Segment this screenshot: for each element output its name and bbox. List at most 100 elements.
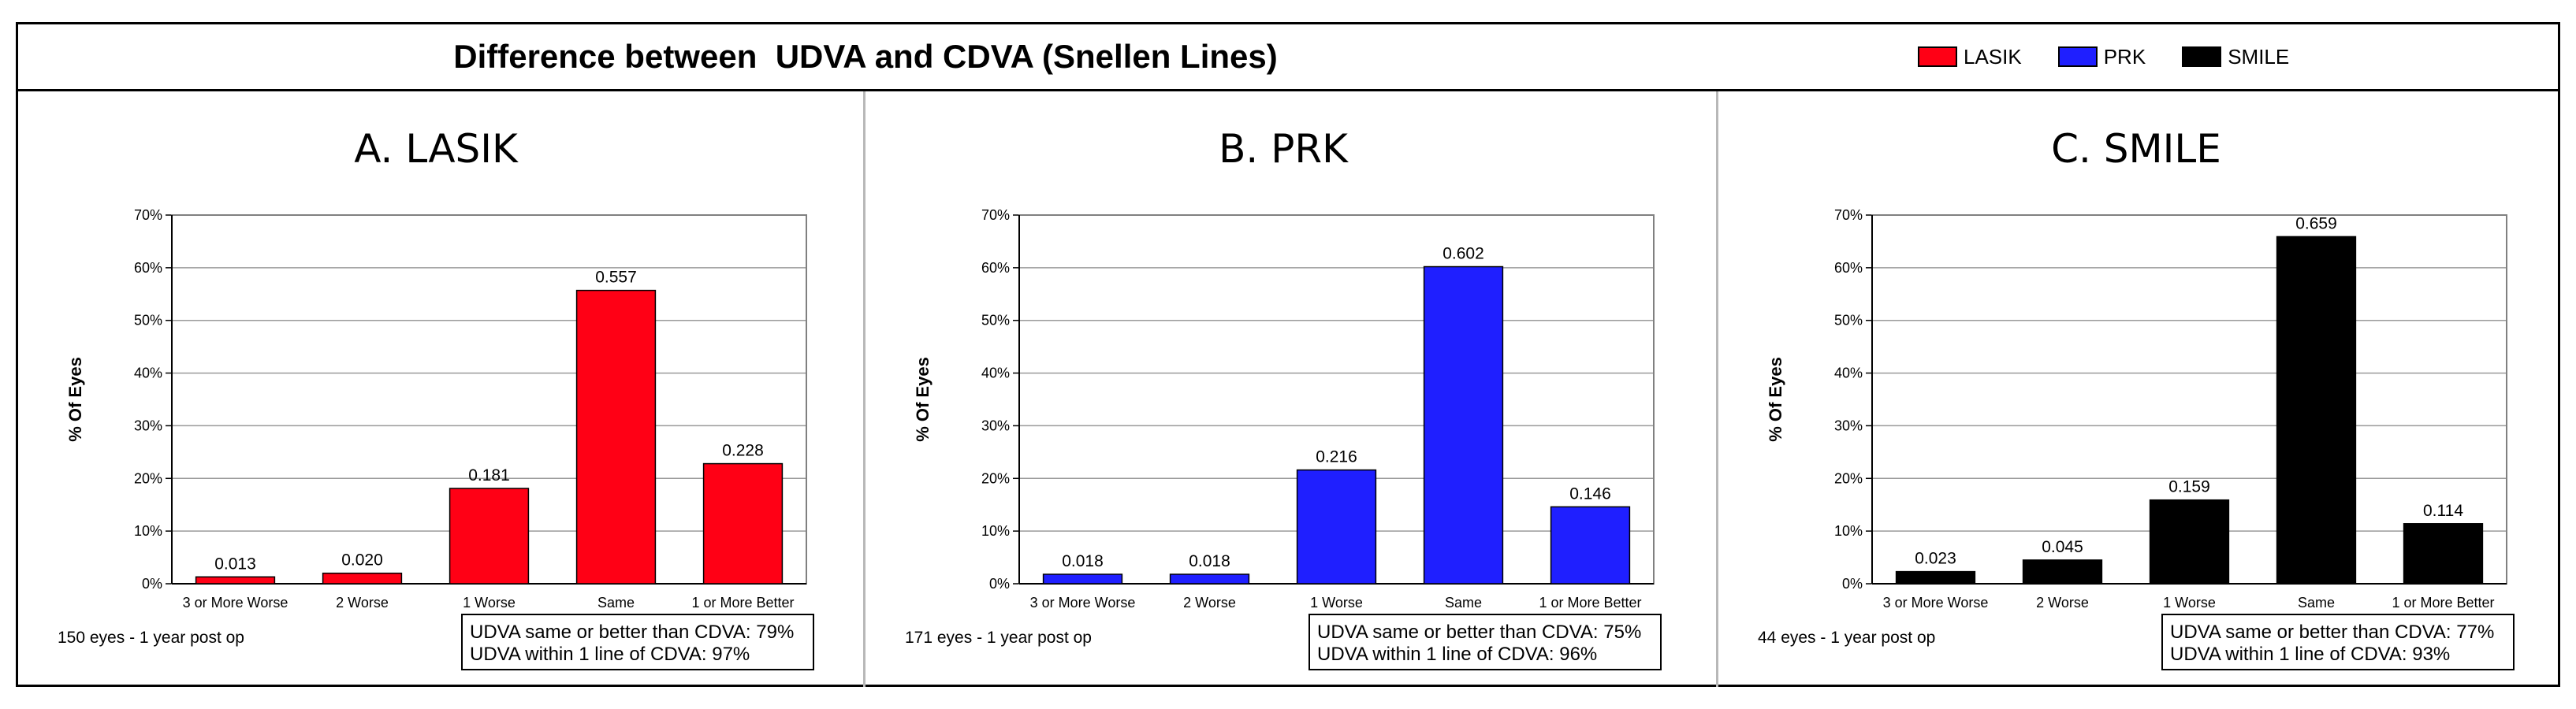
y-tick-label: 20% bbox=[134, 470, 162, 486]
sample-size-note: 150 eyes - 1 year post op bbox=[58, 629, 244, 647]
panel-title: B. PRK bbox=[1219, 126, 1349, 172]
x-tick-label: 1 or More Better bbox=[691, 595, 794, 611]
x-tick-label: 3 or More Worse bbox=[183, 595, 288, 611]
y-tick-label: 50% bbox=[1834, 313, 1863, 329]
bar-value-label: 0.228 bbox=[722, 442, 764, 460]
y-tick-label: 70% bbox=[134, 207, 162, 223]
y-tick-label: 10% bbox=[1834, 523, 1863, 539]
x-tick-label: 1 Worse bbox=[2163, 595, 2216, 611]
bar bbox=[1296, 469, 1377, 585]
x-tick-label: 2 Worse bbox=[1183, 595, 1236, 611]
sample-size-note: 171 eyes - 1 year post op bbox=[905, 629, 1092, 647]
x-tick-label: 2 Worse bbox=[336, 595, 389, 611]
chart-panels: A. LASIK 0% 10% 20% 30% 40% 50% 60% 70% 0.013 3 or… bbox=[18, 91, 2558, 687]
y-tick-label: 0% bbox=[989, 576, 1010, 592]
bar-value-label: 0.023 bbox=[1915, 550, 1956, 568]
y-tick-label: 60% bbox=[134, 260, 162, 276]
figure-title: Difference between UDVA and CDVA (Snelle… bbox=[453, 38, 1278, 75]
bar bbox=[702, 462, 784, 585]
stat-same-or-better: UDVA same or better than CDVA: 75% bbox=[1317, 622, 1641, 643]
bar bbox=[1169, 574, 1250, 585]
stat-within-one-line: UDVA within 1 line of CDVA: 93% bbox=[2170, 644, 2450, 665]
stats-box bbox=[1308, 614, 1662, 670]
bar-value-label: 0.018 bbox=[1189, 552, 1230, 570]
y-tick-label: 30% bbox=[1834, 418, 1863, 433]
y-tick-label: 30% bbox=[981, 418, 1010, 433]
bar bbox=[1423, 265, 1504, 585]
legend-item-prk: PRK bbox=[2057, 44, 2146, 69]
bar-value-label: 0.557 bbox=[595, 269, 637, 287]
bar-value-label: 0.013 bbox=[214, 555, 256, 573]
y-tick-label: 70% bbox=[981, 207, 1010, 223]
x-tick-label: 3 or More Worse bbox=[1883, 595, 1989, 611]
bar bbox=[1895, 570, 1976, 585]
y-tick-label: 60% bbox=[981, 260, 1010, 276]
x-tick-label: Same bbox=[1445, 595, 1482, 611]
bar bbox=[1042, 574, 1123, 585]
y-tick-label: 0% bbox=[142, 576, 162, 592]
y-tick-label: 10% bbox=[981, 523, 1010, 539]
bar-value-label: 0.045 bbox=[2042, 538, 2083, 556]
legend-swatch-prk bbox=[2057, 46, 2098, 67]
legend-item-smile: SMILE bbox=[2182, 45, 2289, 69]
panel-divider bbox=[1716, 91, 1718, 687]
sample-size-note: 44 eyes - 1 year post op bbox=[1758, 629, 1935, 647]
legend-swatch-smile bbox=[2182, 46, 2222, 67]
legend-label-smile: SMILE bbox=[2228, 44, 2290, 69]
panel-title: A. LASIK bbox=[354, 126, 519, 172]
legend-label-prk: PRK bbox=[2103, 44, 2146, 69]
y-tick-label: 40% bbox=[134, 366, 162, 381]
bar-value-label: 0.146 bbox=[1569, 484, 1611, 503]
x-tick-label: 3 or More Worse bbox=[1030, 595, 1136, 611]
y-tick-label: 50% bbox=[134, 313, 162, 329]
bar bbox=[195, 576, 276, 585]
bar bbox=[1550, 506, 1631, 585]
bar-value-label: 0.159 bbox=[2168, 478, 2210, 496]
y-tick-label: 60% bbox=[1834, 260, 1863, 276]
x-tick-label: 1 Worse bbox=[463, 595, 516, 611]
bar bbox=[575, 289, 657, 585]
chart-panel-2: C. SMILE 0% 10% 20% 30% 40% 50% 60% 70% 0.023 3 or… bbox=[1758, 126, 2515, 670]
bar bbox=[2149, 499, 2230, 585]
bar-value-label: 0.181 bbox=[468, 466, 510, 484]
y-tick-label: 30% bbox=[134, 418, 162, 433]
y-tick-label: 20% bbox=[1834, 470, 1863, 486]
bar bbox=[2022, 559, 2103, 585]
y-axis-title: % Of Eyes bbox=[913, 357, 932, 442]
bar-value-label: 0.018 bbox=[1062, 552, 1104, 570]
y-tick-label: 40% bbox=[1834, 366, 1863, 381]
bar-value-label: 0.659 bbox=[2295, 214, 2337, 232]
legend: LASIK PRK SMILE bbox=[1918, 24, 2289, 89]
stat-within-one-line: UDVA within 1 line of CDVA: 96% bbox=[1317, 644, 1597, 665]
stat-within-one-line: UDVA within 1 line of CDVA: 97% bbox=[470, 644, 750, 665]
y-axis-title: % Of Eyes bbox=[1766, 357, 1785, 442]
bar bbox=[449, 488, 530, 585]
bar bbox=[322, 572, 403, 585]
y-tick-label: 70% bbox=[1834, 207, 1863, 223]
legend-label-lasik: LASIK bbox=[1964, 44, 2022, 69]
stat-same-or-better: UDVA same or better than CDVA: 79% bbox=[470, 622, 794, 643]
panel-title: C. SMILE bbox=[2051, 126, 2221, 172]
chart-panel-0: A. LASIK 0% 10% 20% 30% 40% 50% 60% 70% 0.013 3 or… bbox=[58, 126, 814, 670]
bar bbox=[2276, 236, 2357, 585]
y-axis-title: % Of Eyes bbox=[65, 357, 85, 442]
y-tick-label: 0% bbox=[1842, 576, 1863, 592]
x-tick-label: Same bbox=[2298, 595, 2335, 611]
charts-canvas: A. LASIK 0% 10% 20% 30% 40% 50% 60% 70% 0.013 3 or… bbox=[58, 126, 2515, 670]
figure-header: Difference between UDVA and CDVA (Snelle… bbox=[18, 24, 2558, 91]
legend-item-lasik: LASIK bbox=[1918, 45, 2022, 69]
stats-box bbox=[2161, 614, 2515, 670]
x-tick-label: 1 or More Better bbox=[1539, 595, 1641, 611]
panel-divider bbox=[863, 91, 865, 687]
legend-swatch-lasik bbox=[1918, 46, 1957, 67]
bar bbox=[2403, 523, 2484, 585]
x-tick-label: 1 Worse bbox=[1310, 595, 1363, 611]
stat-same-or-better: UDVA same or better than CDVA: 77% bbox=[2170, 622, 2494, 643]
bar-value-label: 0.114 bbox=[2423, 502, 2463, 520]
figure-frame: Difference between UDVA and CDVA (Snelle… bbox=[16, 22, 2560, 687]
x-tick-label: 1 or More Better bbox=[2392, 595, 2494, 611]
y-tick-label: 50% bbox=[981, 313, 1010, 329]
stats-box bbox=[461, 614, 814, 670]
y-tick-label: 20% bbox=[981, 470, 1010, 486]
x-tick-label: 2 Worse bbox=[2036, 595, 2089, 611]
